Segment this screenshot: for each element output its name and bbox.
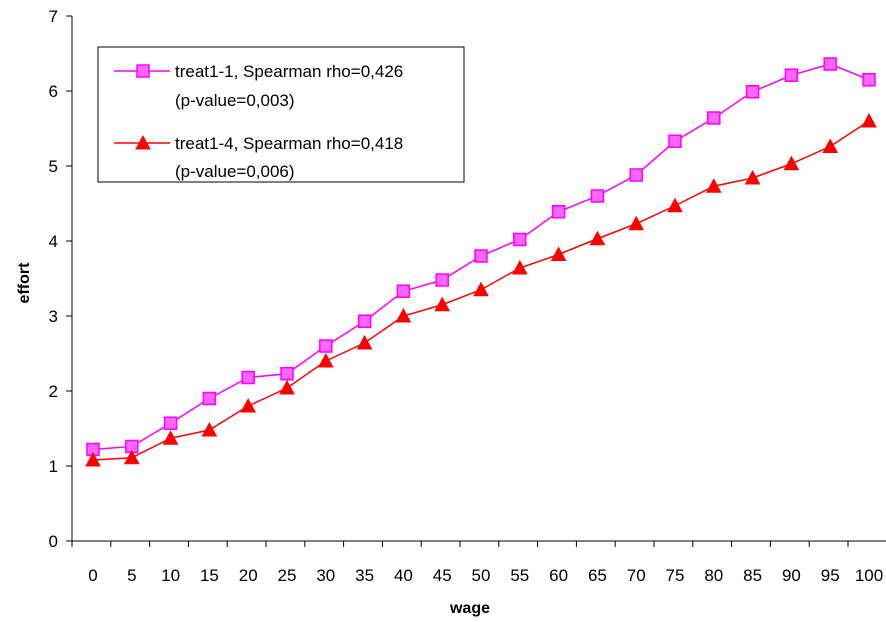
data-point-triangle (783, 155, 800, 171)
series-layer (85, 57, 877, 467)
legend-label-series-1-line2: (p-value=0,003) (175, 91, 295, 110)
y-tick-label: 7 (49, 7, 58, 26)
x-tick-label: 15 (200, 566, 219, 585)
data-point-triangle (628, 215, 645, 231)
x-tick-label: 30 (316, 566, 335, 585)
data-point-square (241, 370, 255, 385)
data-point-triangle (395, 307, 412, 323)
data-point-triangle (705, 178, 722, 193)
x-tick-label: 70 (627, 566, 646, 585)
data-point-triangle (279, 379, 295, 395)
x-tick-label: 0 (88, 566, 97, 585)
data-point-square (280, 367, 294, 381)
x-tick-label: 10 (161, 566, 180, 585)
data-point-triangle (511, 259, 528, 275)
data-point-square (784, 68, 799, 82)
legend-label-series-2-line2: (p-value=0,006) (175, 162, 295, 181)
x-tick-label: 5 (127, 566, 136, 585)
data-point-triangle (822, 138, 839, 153)
x-tick-label: 85 (743, 566, 762, 585)
data-point-square (357, 314, 372, 328)
legend-marker-triangle (135, 134, 151, 150)
x-tick-label: 95 (821, 566, 840, 585)
data-point-square (590, 189, 605, 203)
data-point-triangle (201, 421, 218, 437)
data-point-triangle (550, 246, 567, 261)
legend-label-series-2: treat1-4, Spearman rho=0,418 (175, 134, 403, 153)
data-point-triangle (589, 230, 606, 246)
x-tick-label: 25 (278, 566, 297, 585)
legend: treat1-1, Spearman rho=0,426 (p-value=0,… (97, 46, 465, 183)
data-point-square (668, 134, 682, 148)
x-tick-label: 40 (394, 566, 413, 585)
data-point-triangle (240, 397, 257, 413)
data-point-square (319, 339, 333, 353)
y-tick-label: 3 (49, 307, 58, 326)
data-point-triangle (123, 449, 140, 465)
x-tick-label: 60 (549, 566, 568, 585)
y-tick-label: 1 (49, 457, 58, 476)
legend-box (97, 46, 465, 183)
data-point-triangle (317, 352, 334, 368)
data-point-square (745, 85, 760, 99)
series-1 (86, 57, 876, 457)
y-tick-label: 4 (49, 232, 58, 251)
data-point-square (435, 273, 449, 287)
x-tick-label: 80 (704, 566, 723, 585)
y-tick-label: 0 (49, 532, 58, 551)
x-tick-label: 90 (782, 566, 801, 585)
x-tick-label: 20 (239, 566, 258, 585)
data-point-triangle (162, 430, 179, 445)
data-point-square (513, 232, 527, 247)
data-point-square (396, 284, 411, 298)
y-tick-label: 6 (49, 82, 58, 101)
data-point-triangle (356, 334, 373, 350)
x-tick-label: 55 (510, 566, 529, 585)
x-tick-label: 100 (855, 566, 883, 585)
data-point-square (707, 111, 721, 125)
x-axis-title: wage (449, 600, 490, 617)
legend-label-series-1: treat1-1, Spearman rho=0,426 (175, 62, 403, 81)
series-2 (85, 112, 877, 467)
data-point-square (629, 168, 643, 182)
data-point-square (823, 57, 837, 71)
x-tick-label: 50 (472, 566, 491, 585)
x-tick-label: 65 (588, 566, 607, 585)
y-tick-label: 2 (49, 382, 58, 401)
x-tick-label: 75 (666, 566, 685, 585)
data-point-square (202, 391, 217, 406)
data-point-triangle (744, 169, 761, 185)
legend-entry-series-1: treat1-1, Spearman rho=0,426 (p-value=0,… (114, 62, 403, 110)
legend-entry-series-2: treat1-4, Spearman rho=0,418 (p-value=0,… (114, 134, 403, 181)
data-point-triangle (434, 296, 451, 312)
data-point-triangle (861, 112, 877, 128)
y-axis-title: effort (16, 262, 33, 304)
data-point-triangle (85, 451, 101, 467)
data-point-triangle (667, 197, 683, 213)
data-point-square (474, 249, 488, 263)
data-point-square (551, 205, 566, 219)
x-tick-label: 45 (433, 566, 452, 585)
x-tick-label: 35 (355, 566, 374, 585)
legend-marker-square (136, 64, 150, 78)
data-point-square (862, 73, 876, 87)
data-point-square (163, 416, 178, 430)
y-tick-label: 5 (49, 157, 58, 176)
data-point-triangle (473, 281, 489, 297)
